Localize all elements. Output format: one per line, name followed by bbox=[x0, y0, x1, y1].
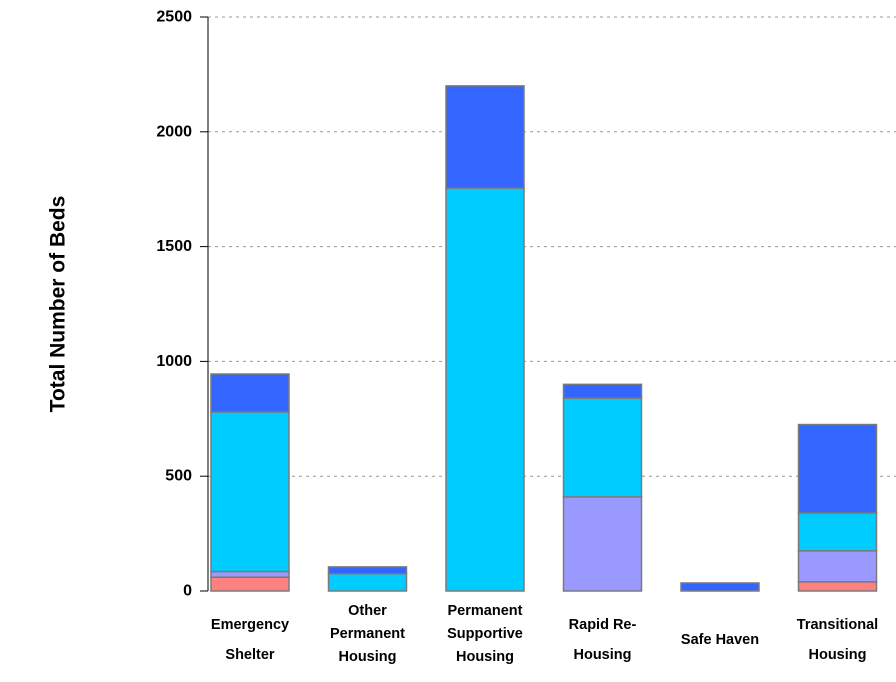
bar-segment bbox=[210, 570, 290, 578]
x-tick-label: Supportive bbox=[447, 626, 523, 642]
x-tick-label: Rapid Re- bbox=[569, 617, 637, 633]
gridlines bbox=[208, 16, 896, 477]
y-tick-label: 1500 bbox=[156, 238, 192, 255]
bar-segment bbox=[445, 187, 525, 592]
bar-segment bbox=[210, 576, 290, 592]
bar-segment bbox=[680, 582, 760, 592]
x-tick-label: Housing bbox=[339, 649, 397, 665]
bar-segment bbox=[327, 566, 408, 575]
bar-segment bbox=[562, 496, 643, 592]
bar-segment bbox=[327, 573, 408, 592]
x-tick-label: Shelter bbox=[225, 647, 275, 663]
bars bbox=[210, 85, 878, 592]
bar-segment bbox=[797, 581, 878, 592]
x-tick-label: Other bbox=[348, 603, 387, 619]
x-tick-label: Safe Haven bbox=[681, 632, 759, 648]
y-axis-ticks: 0 500 1000 1500 2000 2500 bbox=[156, 9, 208, 600]
bar-segment bbox=[210, 411, 290, 573]
y-tick-label: 500 bbox=[165, 468, 192, 485]
y-tick-label: 0 bbox=[183, 583, 192, 600]
x-tick-label: Housing bbox=[574, 647, 632, 663]
bar-segment bbox=[562, 397, 643, 498]
x-tick-label: Housing bbox=[809, 647, 867, 663]
y-tick-label: 1000 bbox=[156, 353, 192, 370]
bar-segment bbox=[797, 423, 878, 514]
bar-segment bbox=[210, 373, 290, 413]
x-tick-label: Transitional bbox=[797, 617, 878, 633]
x-tick-label: Housing bbox=[456, 649, 514, 665]
y-tick-label: 2000 bbox=[156, 123, 192, 140]
bar-segment bbox=[797, 512, 878, 552]
x-axis-labels: Emergency Shelter Other Permanent Housing Per… bbox=[211, 603, 878, 665]
bar-segment bbox=[562, 383, 643, 399]
bar-segment bbox=[797, 550, 878, 583]
y-axis-title: Total Number of Beds bbox=[47, 196, 70, 413]
bar-segment bbox=[445, 85, 525, 189]
x-tick-label: Permanent bbox=[330, 626, 405, 642]
y-tick-label: 2500 bbox=[156, 9, 192, 26]
x-tick-label: Emergency bbox=[211, 617, 289, 633]
x-tick-label: Permanent bbox=[448, 603, 523, 619]
